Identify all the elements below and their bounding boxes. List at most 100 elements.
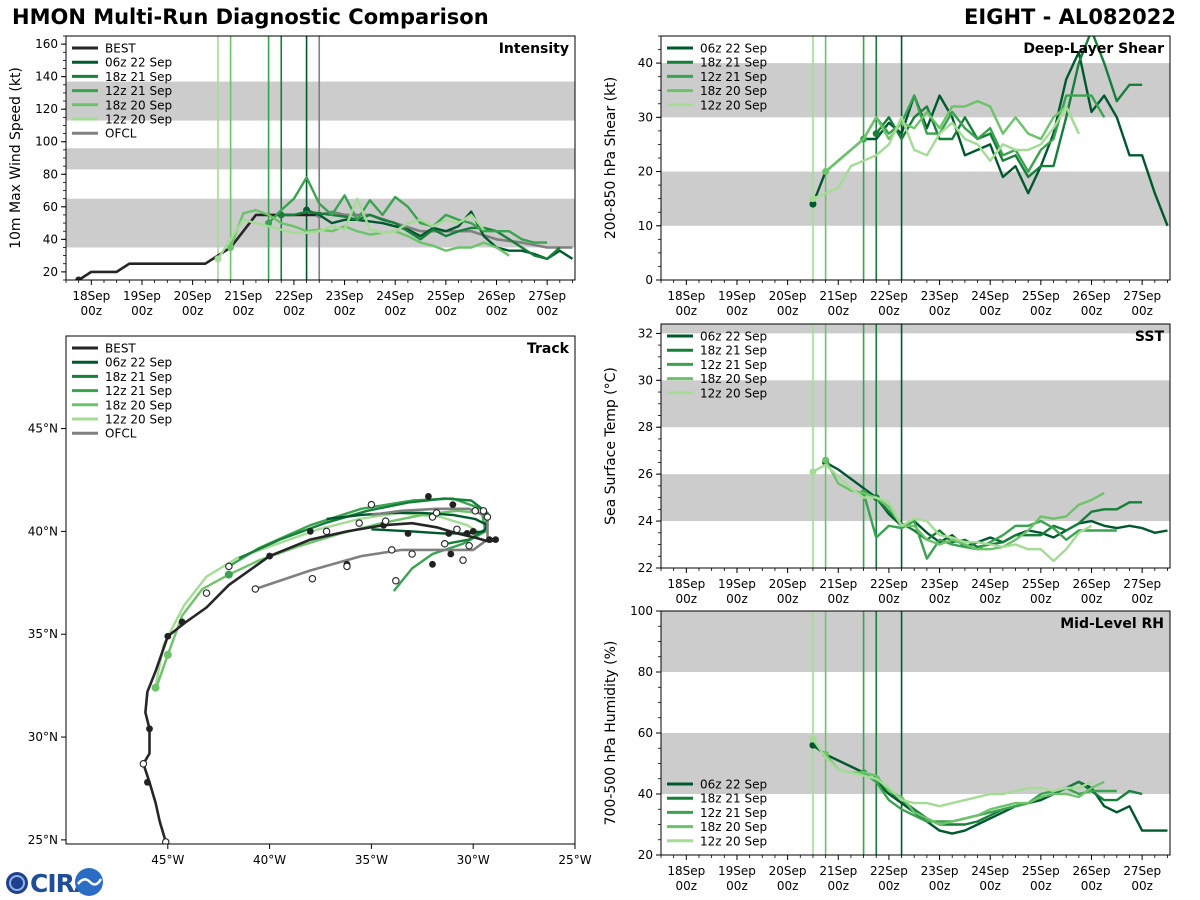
x-tick-label-day: 20Sep [769,864,807,878]
track-fix-open-16 [459,556,467,564]
x-tick-label: 30°W [457,853,490,867]
y-tick-label: 20 [43,265,58,279]
series-start-dot-best [75,276,83,280]
x-tick-label-day: 24Sep [971,577,1009,591]
x-tick-label-day: 18Sep [667,577,705,591]
track-fix-open-9 [367,500,376,509]
y-tick-label: 24 [638,514,653,528]
series-start-dot-12z-20-sep [809,468,817,476]
y-tick-label: 100 [630,604,653,618]
track-start-12z21 [224,570,233,579]
x-tick-label-hour: 00z [777,879,799,893]
legend-label-12z-20-sep: 12z 20 Sep [700,386,767,400]
series-12z-20-sep [812,463,1093,563]
x-tick-label-hour: 00z [334,304,356,318]
panel-title: Mid-Level RH [1060,616,1164,632]
x-tick-label-hour: 00z [929,879,951,893]
x-tick-label-day: 23Sep [921,289,959,303]
panel-track: 25°N 30°N 35°N 40°N 45°N 45°W 40°W 35°W 30°W 25°W… [28,335,592,867]
panel-intensity: 2040608010012014016018Sep00z19Sep00z20Se… [8,35,576,318]
x-tick-label-day: 22Sep [275,289,313,303]
track-fix-open-4 [251,585,260,593]
x-tick-label-day: 21Sep [819,289,857,303]
series-start-dot-18z-20-sep [822,168,830,176]
x-tick-label-day: 26Sep [1073,577,1111,591]
legend-label-18z-20-sep: 18z 20 Sep [700,372,767,386]
legend-label-06z-22-sep: 06z 22 Sep [105,356,172,370]
x-tick-label-day: 21Sep [819,864,857,878]
track-start-18z20 [151,683,160,692]
x-tick-label: 25°W [558,853,591,867]
x-tick-label-day: 20Sep [174,289,212,303]
series-12z-21-sep [862,771,1117,823]
y-tick-label: 30 [638,110,653,124]
legend-label-18z-20-sep: 18z 20 Sep [700,84,767,98]
series-12z-21-sep [228,497,487,592]
y-tick-label: 140 [35,70,58,84]
x-tick-label-day: 26Sep [1073,864,1111,878]
x-tick-label-day: 24Sep [971,289,1009,303]
x-tick-label-hour: 00z [1131,879,1153,893]
track-fix-open-21 [432,509,441,517]
x-tick-label-day: 27Sep [528,289,566,303]
series-start-dot-18z-20-sep [227,243,235,251]
panel-sst: 22242628303218Sep00z19Sep00z20Sep00z21Se… [603,323,1171,606]
legend-label-18z-21-sep: 18z 21 Sep [105,370,172,384]
y-tick-label: 20 [638,165,653,179]
series-start-dot-18z-20-sep [822,456,830,464]
shade-band-2 [66,81,575,121]
y-tick-label: 40°N [28,524,58,538]
track-fix-filled-15 [425,493,432,500]
panel-rh: 2040608010018Sep00z19Sep00z20Sep00z21Sep… [603,604,1171,893]
x-tick-label-day: 18Sep [667,864,705,878]
track-fix-filled-2 [146,725,153,733]
panel-title: Intensity [499,41,569,57]
y-tick-label: 80 [638,665,653,679]
legend-label-12z-20-sep: 12z 20 Sep [105,413,172,427]
y-tick-label: 30°N [28,730,58,744]
x-tick-label-day: 25Sep [1022,864,1060,878]
track-fix-filled-9 [429,560,436,568]
x-tick-label-day: 22Sep [870,289,908,303]
legend-label-18z-21-sep: 18z 21 Sep [105,70,172,84]
x-tick-label-hour: 00z [676,304,698,318]
x-tick-label-day: 25Sep [1022,289,1060,303]
legend-label-18z-21-sep: 18z 21 Sep [700,792,767,806]
x-tick-label: 45°W [151,853,184,867]
series-12z-20-sep [812,105,1080,200]
track-fix-open-12 [392,576,400,585]
track-fix-open-5 [308,574,317,583]
chart-panels: 2040608010012014016018Sep00z19Sep00z20Se… [8,35,1171,893]
legend-label-12z-21-sep: 12z 21 Sep [700,806,767,820]
x-tick-label-hour: 00z [979,879,1001,893]
series-start-dot-12z-20-sep [214,255,222,263]
shade-band-1 [66,148,575,170]
series-06z-22-sep [811,51,1169,227]
shade-band-2 [661,324,1170,334]
x-tick-label-hour: 00z [536,304,558,318]
x-tick-label-day: 25Sep [427,289,465,303]
x-tick-label-hour: 00z [777,304,799,318]
x-tick-label-hour: 00z [1030,304,1052,318]
track-fix-open-17 [465,542,473,550]
series-12z-21-sep [862,94,1106,173]
track-fix-open-15 [453,525,461,534]
y-tick-label: 22 [638,561,653,575]
track-fix-open-8 [355,519,363,527]
legend-label-06z-22-sep: 06z 22 Sep [700,42,767,56]
legend-label-18z-20-sep: 18z 20 Sep [700,820,767,834]
track-fix-open-6 [322,527,331,536]
y-tick-label: 20 [638,848,653,862]
y-tick-label: 160 [35,37,58,51]
storm-id-title: EIGHT - AL082022 [964,5,1176,29]
legend-label-best: BEST [105,42,136,56]
x-tick-label-hour: 00z [827,304,849,318]
x-tick-label-hour: 00z [182,304,204,318]
track-fix-filled-8 [404,530,412,537]
x-tick-label-hour: 00z [1030,592,1052,606]
y-tick-label: 0 [645,273,653,287]
y-tick-label: 80 [43,167,58,181]
